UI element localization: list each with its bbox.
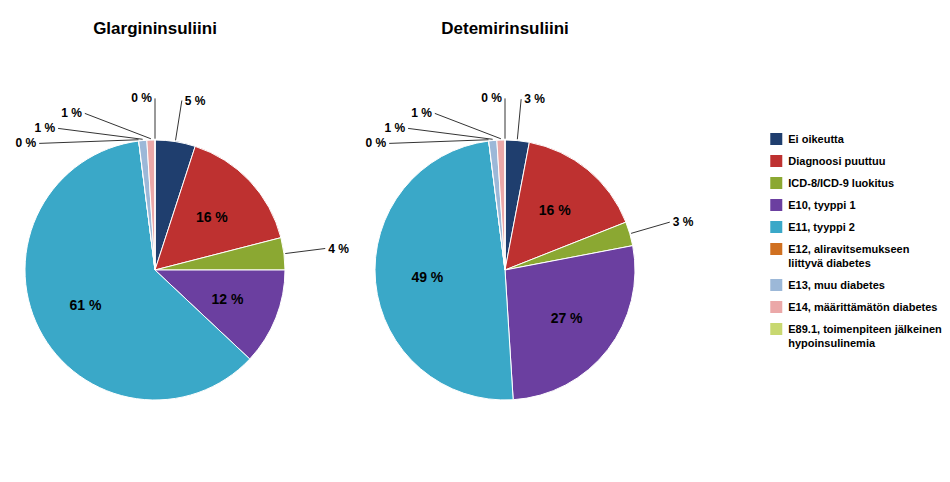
leader-line (517, 99, 521, 139)
data-label: 61 % (70, 297, 102, 313)
data-label: 5 % (185, 94, 206, 108)
legend-item: E10, tyyppi 1 (770, 199, 855, 211)
legend-label: E14, määrittämätön diabetes (788, 301, 937, 313)
leader-line (435, 113, 501, 138)
legend-swatch (770, 155, 782, 167)
legend-swatch (770, 323, 782, 335)
legend-label: E89.1, toimenpiteen jälkeinenhypoinsulin… (788, 323, 942, 349)
legend-label: Diagnoosi puuttuu (788, 155, 885, 167)
pie-slice (147, 140, 155, 270)
data-label: 0 % (15, 136, 36, 150)
legend-swatch (770, 177, 782, 189)
data-label: 3 % (673, 215, 694, 229)
legend-label: ICD-8/ICD-9 luokitus (788, 177, 894, 189)
pie: 16 %27 %49 %3 %3 %0 %1 %1 %0 % (365, 91, 693, 400)
legend: Ei oikeutta Diagnoosi puuttuu ICD-8/ICD-9 … (770, 133, 942, 349)
legend-item: E13, muu diabetes (770, 279, 885, 291)
pie-slice (25, 141, 250, 400)
pie-title: Glargininsuliini (93, 19, 217, 38)
data-label: 49 % (411, 269, 443, 285)
slices (25, 140, 285, 400)
legend-label: E11, tyyppi 2 (788, 221, 855, 233)
data-label: 0 % (365, 136, 386, 150)
data-label: 1 % (34, 121, 55, 135)
data-label: 3 % (524, 92, 545, 106)
data-label: 0 % (131, 91, 152, 105)
leader-line (85, 113, 151, 138)
legend-swatch (770, 199, 782, 211)
legend-swatch (770, 301, 782, 313)
pie-slice (155, 238, 285, 270)
slices (375, 140, 635, 400)
legend-item: E89.1, toimenpiteen jälkeinenhypoinsulin… (770, 323, 942, 349)
data-label: 16 % (196, 209, 228, 225)
leader-line (285, 248, 325, 253)
chart: 16 %12 %61 %5 %4 %0 %1 %1 %0 %Glarginins… (0, 0, 950, 482)
legend-item: ICD-8/ICD-9 luokitus (770, 177, 894, 189)
leader-line (389, 140, 488, 144)
leader-line (155, 98, 156, 138)
legend-swatch (770, 279, 782, 291)
legend-item: Ei oikeutta (770, 133, 845, 145)
leader-line (39, 140, 138, 144)
legend-label: E12, aliravitsemukseenliittyvä diabetes (788, 243, 909, 269)
legend-swatch (770, 221, 782, 233)
legend-swatch (770, 133, 782, 145)
pie-slice (375, 141, 513, 400)
data-label: 1 % (61, 106, 82, 120)
legend-item: Diagnoosi puuttuu (770, 155, 885, 167)
pie-slice (489, 140, 505, 270)
leader-line (408, 128, 493, 139)
legend-label: E13, muu diabetes (788, 279, 885, 291)
legend-label: E10, tyyppi 1 (788, 199, 855, 211)
legend-item: E11, tyyppi 2 (770, 221, 855, 233)
legend-label: Ei oikeutta (788, 133, 845, 145)
leader-line (631, 222, 670, 233)
pie-slice (155, 140, 156, 270)
legend-item: E14, määrittämätön diabetes (770, 301, 937, 313)
pie-title: Detemirinsuliini (441, 19, 569, 38)
data-label: 0 % (481, 91, 502, 105)
pie-slice (505, 246, 635, 400)
pie-slice (497, 140, 505, 270)
leader-line (505, 98, 506, 138)
data-label: 1 % (411, 106, 432, 120)
legend-swatch (770, 243, 782, 255)
data-label: 27 % (551, 310, 583, 326)
pie: 16 %12 %61 %5 %4 %0 %1 %1 %0 % (15, 91, 349, 400)
data-label: 1 % (384, 121, 405, 135)
data-label: 12 % (212, 291, 244, 307)
leader-line (176, 101, 182, 141)
pie-slice (139, 140, 155, 270)
legend-item: E12, aliravitsemukseenliittyvä diabetes (770, 243, 909, 269)
data-label: 4 % (328, 241, 349, 255)
pie-slice (505, 140, 506, 270)
leader-line (58, 128, 143, 139)
data-label: 16 % (539, 202, 571, 218)
